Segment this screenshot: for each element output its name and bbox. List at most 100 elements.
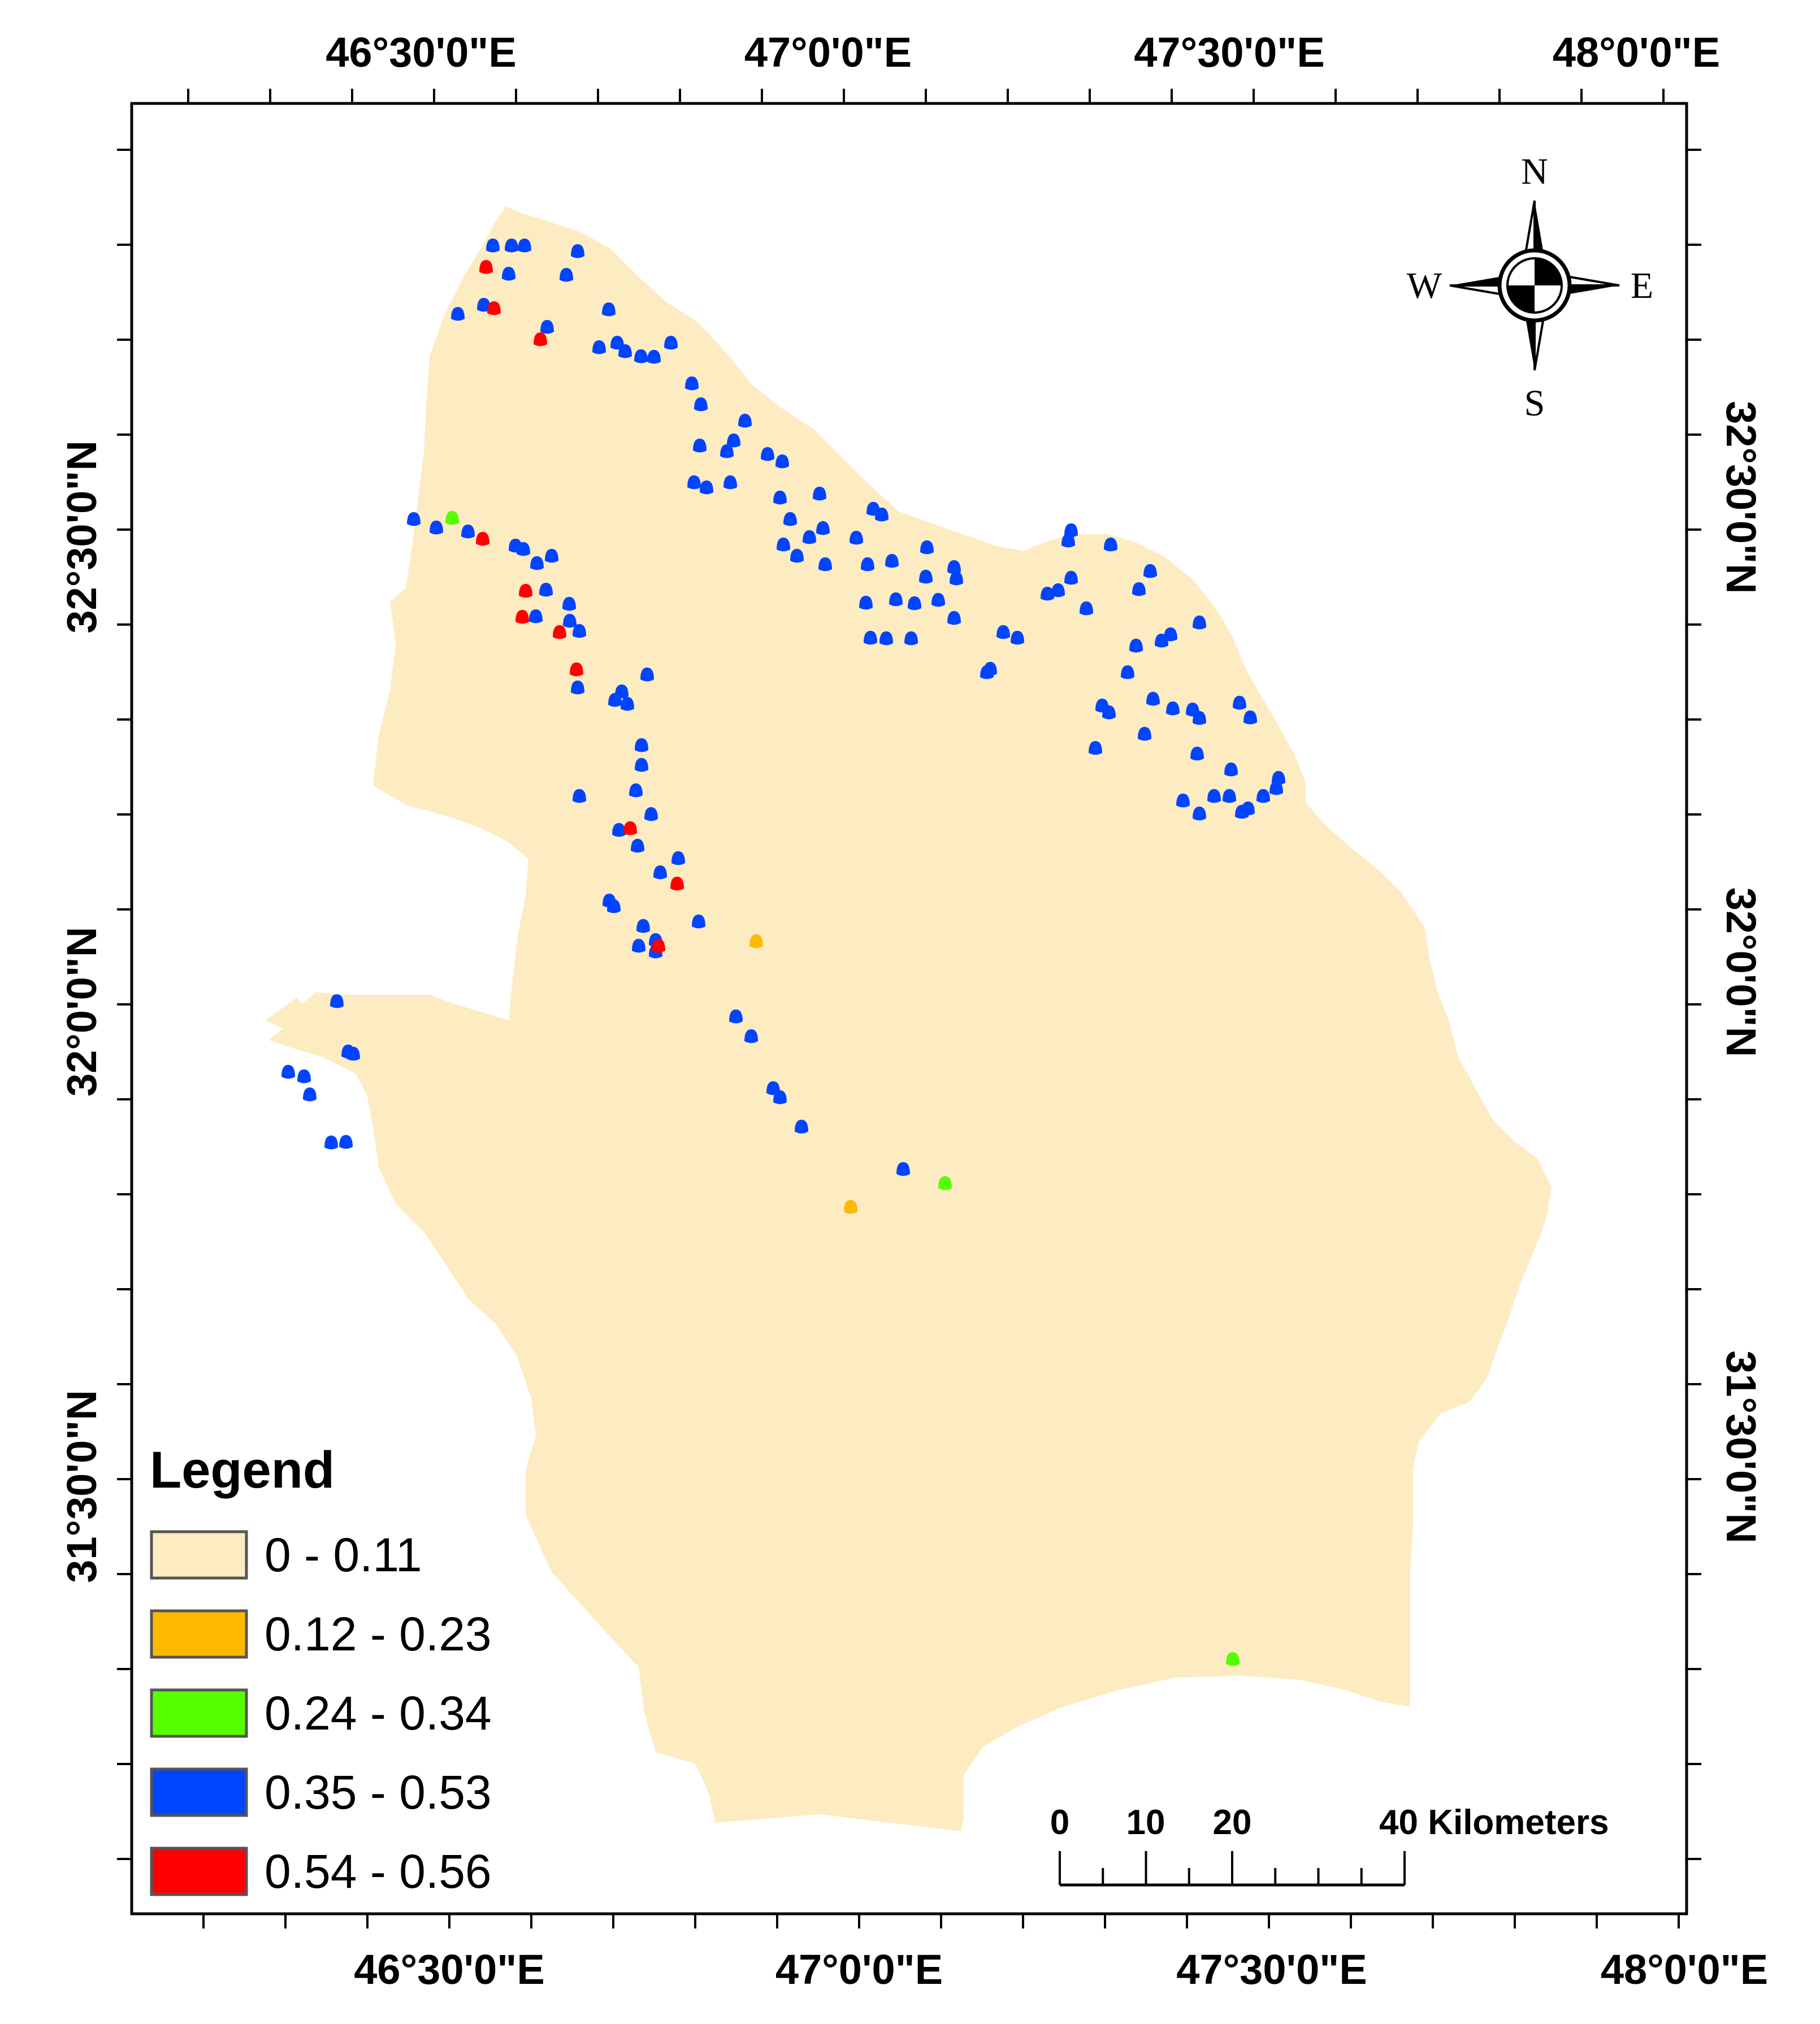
sample-point-class-0-35-0-53 xyxy=(339,1135,353,1149)
sample-point-class-0-35-0-53 xyxy=(330,994,344,1008)
sample-point-class-0-35-0-53 xyxy=(1243,710,1257,725)
sample-point-class-0-35-0-53 xyxy=(571,681,584,695)
lon-label-top: 47°0'0"E xyxy=(744,29,912,76)
sample-point-class-0-35-0-53 xyxy=(530,556,544,570)
sample-point-class-0-54-0-56 xyxy=(515,610,529,624)
sample-point-class-0-35-0-53 xyxy=(573,789,586,803)
sample-point-class-0-35-0-53 xyxy=(1235,805,1249,819)
sample-point-class-0-35-0-53 xyxy=(486,239,500,253)
sample-point-class-0-24-0-34 xyxy=(938,1176,952,1190)
sample-point-class-0-54-0-56 xyxy=(487,301,501,315)
sample-point-class-0-35-0-53 xyxy=(931,593,945,607)
sample-point-class-0-35-0-53 xyxy=(777,538,790,552)
sample-point-class-0-35-0-53 xyxy=(1132,582,1146,596)
sample-point-class-0-35-0-53 xyxy=(1166,701,1180,716)
sample-point-class-0-35-0-53 xyxy=(664,336,678,350)
sample-point-class-0-35-0-53 xyxy=(738,414,752,428)
sample-point-class-0-35-0-53 xyxy=(864,631,877,645)
sample-point-class-0-35-0-53 xyxy=(1269,781,1283,795)
legend-label: 0.54 - 0.56 xyxy=(265,1845,492,1898)
sample-point-class-0-35-0-53 xyxy=(545,549,558,563)
legend-label: 0.12 - 0.23 xyxy=(265,1607,492,1661)
sample-point-class-0-35-0-53 xyxy=(303,1087,317,1102)
lat-label-right: 32°30'0"N xyxy=(1718,401,1765,594)
sample-point-class-0-35-0-53 xyxy=(700,480,713,495)
lon-label-bottom: 46°30'0"E xyxy=(354,1946,544,1993)
legend-swatch xyxy=(150,1767,248,1817)
sample-point-class-0-35-0-53 xyxy=(324,1135,338,1150)
sample-point-class-0-35-0-53 xyxy=(1155,634,1168,648)
sample-point-class-0-54-0-56 xyxy=(570,662,583,677)
sample-point-class-0-35-0-53 xyxy=(693,439,707,453)
lat-label-left: 32°0'0"N xyxy=(58,927,105,1096)
scale-label-20: 20 xyxy=(1213,1803,1252,1842)
sample-point-class-0-35-0-53 xyxy=(1121,665,1134,679)
sample-point-class-0-35-0-53 xyxy=(687,475,701,489)
sample-point-class-0-35-0-53 xyxy=(1102,705,1116,720)
sample-point-class-0-35-0-53 xyxy=(885,554,899,568)
sample-point-class-0-35-0-53 xyxy=(635,758,648,772)
sample-point-class-0-35-0-53 xyxy=(653,865,667,879)
inner-map-frame xyxy=(130,102,1688,1915)
scale-bar: 0 10 20 40 Kilometers xyxy=(1050,1803,1609,1887)
sample-point-class-0-24-0-34 xyxy=(1226,1652,1240,1666)
sample-point-class-0-35-0-53 xyxy=(671,851,685,865)
study-area-region xyxy=(266,206,1552,1831)
sample-point-class-0-35-0-53 xyxy=(634,349,648,363)
scale-label-40-kilometers: 40 Kilometers xyxy=(1379,1803,1609,1842)
legend-label: 0 - 0.11 xyxy=(265,1528,422,1581)
compass-south-label: S xyxy=(1524,383,1545,424)
sample-point-class-0-35-0-53 xyxy=(896,1162,910,1176)
sample-point-class-0-35-0-53 xyxy=(1089,741,1102,755)
legend-swatch xyxy=(150,1688,248,1738)
sample-points xyxy=(281,239,1285,1666)
sample-point-class-0-35-0-53 xyxy=(477,298,491,312)
sample-point-class-0-35-0-53 xyxy=(879,631,893,645)
sample-point-class-0-35-0-53 xyxy=(636,919,650,933)
sample-point-class-0-35-0-53 xyxy=(517,542,530,556)
sample-point-class-0-35-0-53 xyxy=(1176,794,1190,808)
lon-label-top: 46°30'0"E xyxy=(326,29,516,76)
sample-point-class-0-35-0-53 xyxy=(859,596,873,610)
sample-point-class-0-54-0-56 xyxy=(479,260,493,274)
sample-point-class-0-35-0-53 xyxy=(980,665,994,679)
sample-point-class-0-35-0-53 xyxy=(571,244,584,258)
sample-point-class-0-35-0-53 xyxy=(1207,789,1221,803)
sample-point-class-0-35-0-53 xyxy=(1223,789,1236,803)
lat-label-right: 31°30'0"N xyxy=(1718,1350,1765,1544)
sample-point-class-0-35-0-53 xyxy=(602,302,616,317)
sample-point-class-0-54-0-56 xyxy=(670,877,684,891)
legend-label: 0.24 - 0.34 xyxy=(265,1687,492,1740)
sample-point-class-0-35-0-53 xyxy=(635,738,648,752)
sample-point-class-0-35-0-53 xyxy=(618,344,632,358)
compass-east-label: E xyxy=(1631,265,1653,306)
sample-point-class-0-35-0-53 xyxy=(461,525,475,539)
sample-point-class-0-35-0-53 xyxy=(761,447,774,461)
sample-point-class-0-35-0-53 xyxy=(694,397,708,411)
longitude-labels-bottom: 46°30'0"E 47°0'0"E 47°30'0"E 48°0'0"E xyxy=(354,1946,1768,1993)
sample-point-class-0-35-0-53 xyxy=(783,512,797,526)
sample-point-class-0-35-0-53 xyxy=(790,549,804,563)
sample-point-class-0-35-0-53 xyxy=(346,1047,360,1061)
sample-point-class-0-35-0-53 xyxy=(610,336,624,350)
sample-point-class-0-35-0-53 xyxy=(1138,727,1151,741)
sample-point-class-0-35-0-53 xyxy=(1080,601,1093,616)
sample-point-class-0-35-0-53 xyxy=(573,624,586,638)
sample-point-class-0-54-0-56 xyxy=(534,332,547,346)
latitude-labels-left: 32°30'0"N 32°0'0"N 31°30'0"N xyxy=(58,440,105,1583)
sample-point-class-0-35-0-53 xyxy=(813,487,826,501)
sample-point-class-0-35-0-53 xyxy=(1051,583,1065,597)
sample-point-class-0-35-0-53 xyxy=(1011,631,1024,645)
sample-point-class-0-35-0-53 xyxy=(1233,696,1246,710)
sample-point-class-0-35-0-53 xyxy=(947,560,961,574)
sample-point-class-0-35-0-53 xyxy=(629,783,643,798)
sample-point-class-0-54-0-56 xyxy=(553,625,566,639)
scale-label-0: 0 xyxy=(1050,1803,1069,1842)
sample-point-class-0-24-0-34 xyxy=(445,511,459,525)
sample-point-class-0-35-0-53 xyxy=(816,521,830,535)
sample-point-class-0-35-0-53 xyxy=(850,531,863,545)
sample-point-class-0-35-0-53 xyxy=(1041,587,1054,601)
sample-point-class-0-35-0-53 xyxy=(720,444,734,458)
graticule-ticks xyxy=(117,89,1701,1928)
sample-point-class-0-35-0-53 xyxy=(560,268,573,282)
